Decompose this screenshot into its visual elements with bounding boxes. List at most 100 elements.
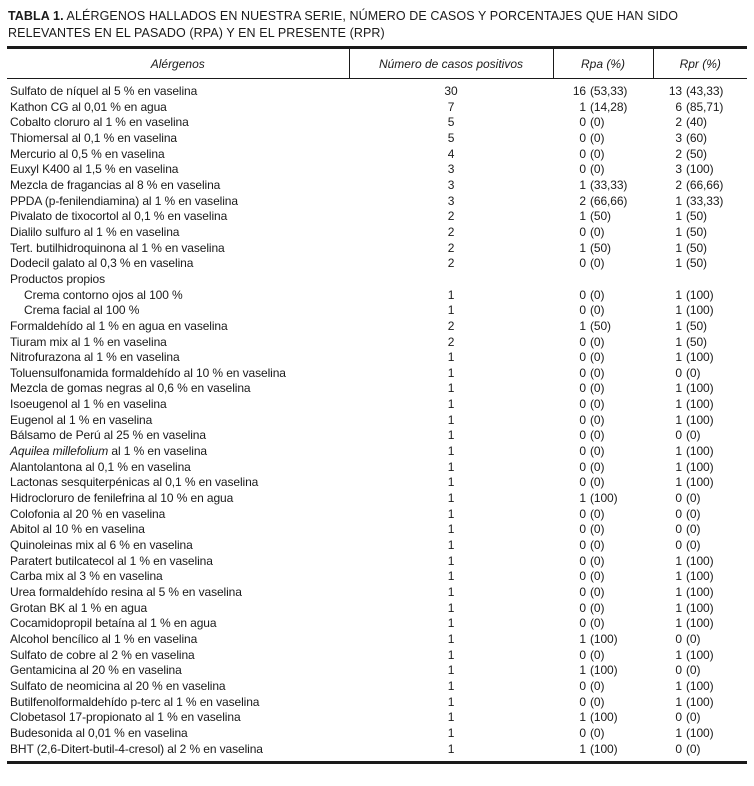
rpr-cell: 0 (0) bbox=[653, 632, 747, 648]
table-row: Dialilo sulfuro al 1 % en vaselina 2 0 (0) 1… bbox=[7, 225, 747, 241]
cases-count-cell: 1 bbox=[447, 647, 455, 662]
rpr-cell-count: 0 bbox=[675, 663, 682, 678]
allergen-name-cell: Abitol al 10 % en vaselina bbox=[10, 522, 145, 537]
rpa-cell-percent: (0) bbox=[590, 224, 605, 239]
rpr-cell: 2 (50) bbox=[653, 147, 747, 163]
table-row: Bálsamo de Perú al 25 % en vaselina 1 0 (0)… bbox=[7, 428, 747, 444]
rpa-cell-percent: (0) bbox=[590, 334, 605, 349]
cases-count-cell: 1 bbox=[447, 600, 455, 615]
rpa-cell-count: 0 bbox=[579, 256, 586, 271]
rpa-cell: 0 (0) bbox=[553, 585, 653, 601]
rpr-cell-count: 1 bbox=[675, 350, 682, 365]
table-row: Pivalato de tixocortol al 0,1 % en vasel… bbox=[7, 209, 747, 225]
rpa-cell: 1 (50) bbox=[553, 209, 653, 225]
rpa-cell-count: 1 bbox=[579, 177, 586, 192]
rpr-cell-count: 0 bbox=[675, 506, 682, 521]
cases-count-cell: 30 bbox=[444, 84, 458, 98]
allergen-name-italic: Aquilea millefolium bbox=[10, 444, 109, 459]
rpr-cell-count: 1 bbox=[675, 303, 682, 318]
rpr-cell-percent: (100) bbox=[686, 162, 714, 177]
rpr-cell-count: 1 bbox=[675, 256, 682, 271]
rpr-cell: 0 (0) bbox=[653, 538, 747, 554]
cases-count-cell: 1 bbox=[447, 397, 455, 412]
cases-count-cell: 1 bbox=[447, 381, 455, 396]
rpr-cell: 1 (50) bbox=[653, 319, 747, 335]
rpr-cell: 1 (100) bbox=[653, 303, 747, 319]
rpr-cell: 0 (0) bbox=[653, 507, 747, 523]
rpr-cell: 1 (100) bbox=[653, 616, 747, 632]
cases-count-cell: 1 bbox=[447, 678, 455, 693]
rpa-cell-percent: (0) bbox=[590, 616, 605, 631]
rpa-cell-percent: (0) bbox=[590, 585, 605, 599]
rpa-cell-percent: (0) bbox=[590, 365, 605, 380]
rpa-cell-percent: (100) bbox=[590, 491, 618, 506]
rpr-cell-count: 1 bbox=[675, 412, 682, 427]
rpa-cell-percent: (100) bbox=[590, 631, 618, 646]
table-row: Tiuram mix al 1 % en vaselina 2 0 (0) 1 (50) bbox=[7, 335, 747, 351]
rpr-cell: 0 (0) bbox=[653, 710, 747, 726]
rpr-cell: 0 (0) bbox=[653, 522, 747, 538]
rpa-cell-percent: (0) bbox=[590, 130, 605, 145]
table-row: Tert. butilhidroquinona al 1 % en vaseli… bbox=[7, 241, 747, 257]
rpr-cell-percent: (50) bbox=[686, 240, 707, 255]
rpa-cell-count: 0 bbox=[579, 428, 586, 443]
table-row: Euxyl K400 al 1,5 % en vaselina 3 0 (0) 3 (10… bbox=[7, 162, 747, 178]
rpr-cell-count: 1 bbox=[675, 585, 682, 599]
rpr-cell-count: 1 bbox=[675, 381, 682, 396]
rpa-cell-percent: (0) bbox=[590, 506, 605, 521]
rpr-cell: 1 (100) bbox=[653, 648, 747, 664]
rpr-cell-count: 1 bbox=[675, 725, 682, 740]
rpa-cell-percent: (0) bbox=[590, 350, 605, 365]
rpr-cell-percent: (66,66) bbox=[686, 177, 724, 192]
rpa-cell-count: 0 bbox=[579, 350, 586, 365]
rpa-cell: 0 (0) bbox=[553, 538, 653, 554]
rpa-cell-count: 0 bbox=[579, 553, 586, 568]
rpr-cell: 3 (100) bbox=[653, 162, 747, 178]
allergen-name-cell: Carba mix al 3 % en vaselina bbox=[10, 569, 163, 584]
rpr-cell-count: 1 bbox=[675, 209, 682, 224]
rpa-cell: 0 (0) bbox=[553, 444, 653, 460]
rpa-cell: 1 (50) bbox=[553, 241, 653, 257]
rpr-cell-percent: (100) bbox=[686, 600, 714, 615]
rpa-cell-count: 0 bbox=[579, 600, 586, 615]
rpr-cell: 1 (50) bbox=[653, 256, 747, 272]
rpr-cell-percent: (100) bbox=[686, 616, 714, 631]
allergen-name-cell: PPDA (p-fenilendiamina) al 1 % en vaseli… bbox=[10, 193, 238, 208]
rpa-cell-count: 0 bbox=[579, 130, 586, 145]
allergen-name-cell: Mezcla de gomas negras al 0,6 % en vasel… bbox=[10, 381, 251, 396]
rpr-cell-percent: (100) bbox=[686, 381, 714, 396]
cases-count-cell: 1 bbox=[447, 303, 455, 318]
rpr-cell-percent: (85,71) bbox=[686, 99, 724, 114]
cases-count-cell: 2 bbox=[447, 256, 455, 271]
rpa-cell-percent: (14,28) bbox=[590, 99, 628, 114]
rpa-cell-percent: (50) bbox=[590, 240, 611, 255]
rpa-cell-count: 16 bbox=[572, 84, 586, 98]
table-row: Productos propios bbox=[7, 272, 747, 288]
rpa-cell-percent: (33,33) bbox=[590, 177, 628, 192]
rpa-cell: 0 (0) bbox=[553, 366, 653, 382]
rpa-cell: 0 (0) bbox=[553, 460, 653, 476]
rpr-cell: 1 (50) bbox=[653, 209, 747, 225]
rpa-cell-count: 1 bbox=[579, 663, 586, 678]
rpa-cell: 0 (0) bbox=[553, 162, 653, 178]
rpr-cell-count: 1 bbox=[675, 318, 682, 333]
rpa-cell: 0 (0) bbox=[553, 225, 653, 241]
allergen-name-cell: Kathon CG al 0,01 % en agua bbox=[10, 99, 167, 114]
rpa-cell-percent: (66,66) bbox=[590, 193, 628, 208]
cases-count-cell: 2 bbox=[447, 209, 455, 224]
rpr-cell: 1 (100) bbox=[653, 288, 747, 304]
rpa-cell-count: 0 bbox=[579, 647, 586, 662]
rpr-cell: 2 (66,66) bbox=[653, 178, 747, 194]
allergen-name-cell: Isoeugenol al 1 % en vaselina bbox=[10, 397, 167, 412]
cases-count-cell: 1 bbox=[447, 459, 455, 474]
table-row: Kathon CG al 0,01 % en agua 7 1 (14,28) 6 (85… bbox=[7, 100, 747, 116]
rpr-cell: 1 (33,33) bbox=[653, 194, 747, 210]
rpa-cell-count: 1 bbox=[579, 240, 586, 255]
rpr-cell-percent: (0) bbox=[686, 506, 701, 521]
rpr-cell-count: 1 bbox=[675, 647, 682, 662]
allergen-name-cell: Cocamidopropil betaína al 1 % en agua bbox=[10, 616, 217, 631]
allergen-name-cell: Crema facial al 100 % bbox=[24, 303, 140, 318]
rpr-cell-percent: (100) bbox=[686, 553, 714, 568]
rpr-cell-count: 0 bbox=[675, 710, 682, 725]
rpa-cell-percent: (0) bbox=[590, 553, 605, 568]
